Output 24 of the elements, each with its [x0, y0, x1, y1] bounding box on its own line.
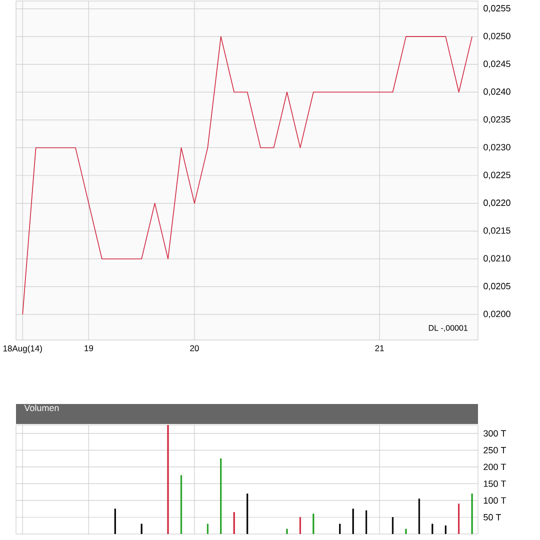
x-tick-label: 18Aug(14)	[3, 345, 42, 354]
y-tick-label: 0,0200	[484, 310, 510, 318]
y-tick-label: 0,0205	[484, 282, 510, 290]
y-tick-label: 0,0250	[484, 32, 510, 40]
y-tick-label: 0,0210	[484, 255, 510, 263]
y-tick-label: 0,0225	[484, 172, 510, 180]
y-tick-label: 100 T	[484, 497, 506, 504]
y-tick-label: 0,0235	[484, 116, 510, 124]
x-tick-label: 20	[190, 345, 199, 352]
y-tick-label: 0,0240	[484, 88, 510, 96]
y-tick-label: 0,0255	[484, 5, 510, 12]
y-tick-label: 200 T	[484, 464, 506, 470]
chart-title: Volumen	[24, 404, 59, 412]
x-tick-label: 19	[84, 345, 94, 352]
y-tick-label: 0,0245	[484, 60, 510, 68]
y-tick-label: 300 T	[484, 430, 506, 437]
y-tick-label: 150 T	[484, 480, 506, 487]
annotation: DL -,00001	[428, 325, 468, 332]
y-tick-label: 0,0230	[484, 144, 510, 152]
y-tick-label: 50 T	[484, 514, 501, 520]
x-tick-label: 21	[375, 345, 384, 352]
y-tick-label: 0,0220	[484, 200, 510, 207]
y-tick-label: 0,0215	[484, 227, 510, 235]
y-tick-label: 250 T	[484, 446, 506, 454]
